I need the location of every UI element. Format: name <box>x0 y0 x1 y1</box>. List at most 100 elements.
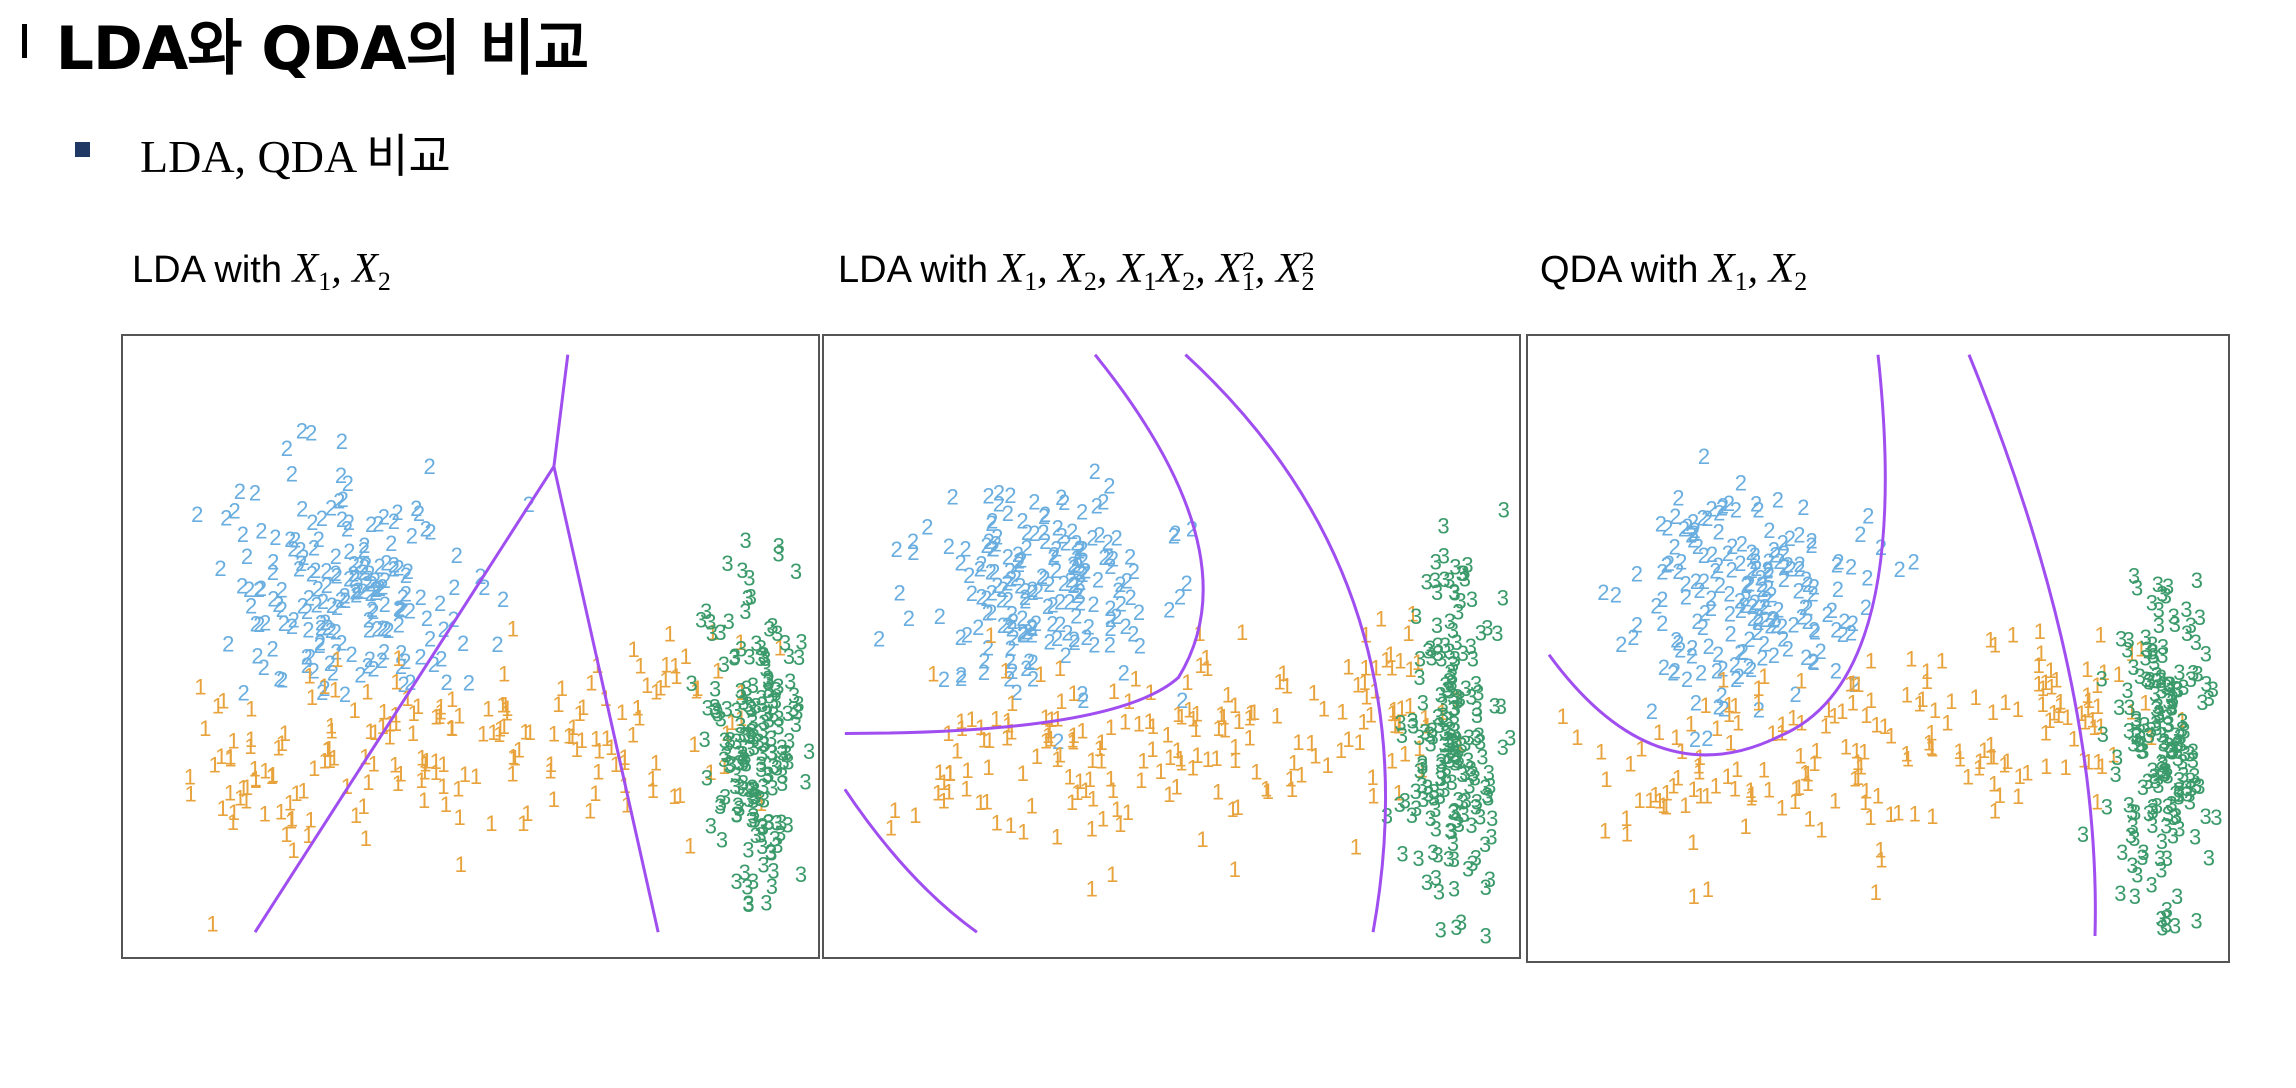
point-class-3: 3 <box>2179 741 2191 766</box>
point-class-2: 2 <box>1752 498 1764 523</box>
point-class-3: 3 <box>1447 651 1459 676</box>
point-class-2: 2 <box>975 551 987 576</box>
point-class-3: 3 <box>2200 642 2212 667</box>
point-class-2: 2 <box>1026 577 1038 602</box>
point-class-3: 3 <box>738 748 750 773</box>
point-class-3: 3 <box>1473 723 1485 748</box>
point-class-2: 2 <box>1098 545 1110 570</box>
point-class-3: 3 <box>2210 805 2222 830</box>
point-class-3: 3 <box>757 815 769 840</box>
point-class-3: 3 <box>1446 664 1458 689</box>
point-class-2: 2 <box>1077 548 1089 573</box>
point-class-3: 3 <box>771 621 783 646</box>
point-class-3: 3 <box>1482 785 1494 810</box>
point-class-2: 2 <box>1726 534 1738 559</box>
point-class-3: 3 <box>2127 814 2139 839</box>
point-class-1: 1 <box>1031 744 1043 769</box>
point-class-1: 1 <box>1229 857 1241 882</box>
point-class-2: 2 <box>435 647 447 672</box>
point-class-2: 2 <box>1670 628 1682 653</box>
point-class-3: 3 <box>1455 910 1467 935</box>
point-class-2: 2 <box>1755 565 1767 590</box>
point-class-1: 1 <box>1732 710 1744 735</box>
point-class-1: 1 <box>509 746 521 771</box>
point-class-1: 1 <box>1190 717 1202 742</box>
point-class-3: 3 <box>2146 640 2158 665</box>
decision-boundary <box>844 353 1205 735</box>
point-class-1: 1 <box>1941 711 1953 736</box>
point-class-2: 2 <box>1784 526 1796 551</box>
point-class-2: 2 <box>1807 582 1819 607</box>
point-class-1: 1 <box>1388 698 1400 723</box>
point-class-1: 1 <box>978 728 990 753</box>
point-class-1: 1 <box>1859 790 1871 815</box>
point-class-2: 2 <box>286 461 298 486</box>
point-class-1: 1 <box>459 762 471 787</box>
point-class-1: 1 <box>1758 758 1770 783</box>
point-class-3: 3 <box>1449 554 1461 579</box>
point-class-2: 2 <box>1133 600 1145 625</box>
point-class-3: 3 <box>2171 733 2183 758</box>
point-class-2: 2 <box>1071 553 1083 578</box>
point-class-1: 1 <box>2092 694 2104 719</box>
point-class-1: 1 <box>487 720 499 745</box>
point-class-1: 1 <box>1215 702 1227 727</box>
point-class-3: 3 <box>686 671 698 696</box>
point-class-3: 3 <box>747 804 759 829</box>
point-class-3: 3 <box>2149 769 2161 794</box>
point-class-1: 1 <box>364 719 376 744</box>
point-class-2: 2 <box>1023 649 1035 674</box>
point-class-1: 1 <box>2095 714 2107 739</box>
point-class-2: 2 <box>255 519 267 544</box>
point-class-2: 2 <box>1807 649 1819 674</box>
point-class-3: 3 <box>749 784 761 809</box>
point-class-3: 3 <box>1416 754 1428 779</box>
point-class-2: 2 <box>1686 644 1698 669</box>
point-class-1: 1 <box>690 678 702 703</box>
point-class-2: 2 <box>1631 561 1643 586</box>
point-class-2: 2 <box>1026 614 1038 639</box>
point-class-1: 1 <box>184 765 196 790</box>
point-class-1: 1 <box>452 777 464 802</box>
point-class-1: 1 <box>2068 726 2080 751</box>
point-class-2: 2 <box>363 561 375 586</box>
point-class-3: 3 <box>780 741 792 766</box>
point-class-1: 1 <box>418 760 430 785</box>
point-class-2: 2 <box>250 611 262 636</box>
point-class-1: 1 <box>1847 671 1859 696</box>
point-class-3: 3 <box>2156 757 2168 782</box>
point-class-1: 1 <box>1557 704 1569 729</box>
point-class-1: 1 <box>1978 738 1990 763</box>
point-class-1: 1 <box>1844 671 1856 696</box>
point-class-3: 3 <box>1447 729 1459 754</box>
point-class-2: 2 <box>986 581 998 606</box>
point-class-1: 1 <box>1352 673 1364 698</box>
point-class-1: 1 <box>2088 715 2100 740</box>
point-class-1: 1 <box>321 737 333 762</box>
point-class-1: 1 <box>1740 814 1752 839</box>
point-class-1: 1 <box>576 728 588 753</box>
point-class-1: 1 <box>1994 783 2006 808</box>
point-class-1: 1 <box>306 685 318 710</box>
point-class-2: 2 <box>983 529 995 554</box>
point-class-3: 3 <box>2150 715 2162 740</box>
point-class-1: 1 <box>435 695 447 720</box>
point-class-2: 2 <box>1008 625 1020 650</box>
point-class-3: 3 <box>2185 776 2197 801</box>
point-class-3: 3 <box>1432 704 1444 729</box>
point-class-2: 2 <box>1762 576 1774 601</box>
point-class-3: 3 <box>702 696 714 721</box>
point-class-3: 3 <box>2167 687 2179 712</box>
point-class-1: 1 <box>280 822 292 847</box>
point-class-2: 2 <box>1074 579 1086 604</box>
point-class-1: 1 <box>1745 786 1757 811</box>
point-class-3: 3 <box>1470 795 1482 820</box>
point-class-1: 1 <box>1357 709 1369 734</box>
point-class-3: 3 <box>1469 765 1481 790</box>
point-class-1: 1 <box>2045 658 2057 683</box>
point-class-2: 2 <box>1714 573 1726 598</box>
point-class-2: 2 <box>1770 613 1782 638</box>
point-class-1: 1 <box>2040 754 2052 779</box>
point-class-3: 3 <box>2128 563 2140 588</box>
point-class-3: 3 <box>1425 806 1437 831</box>
